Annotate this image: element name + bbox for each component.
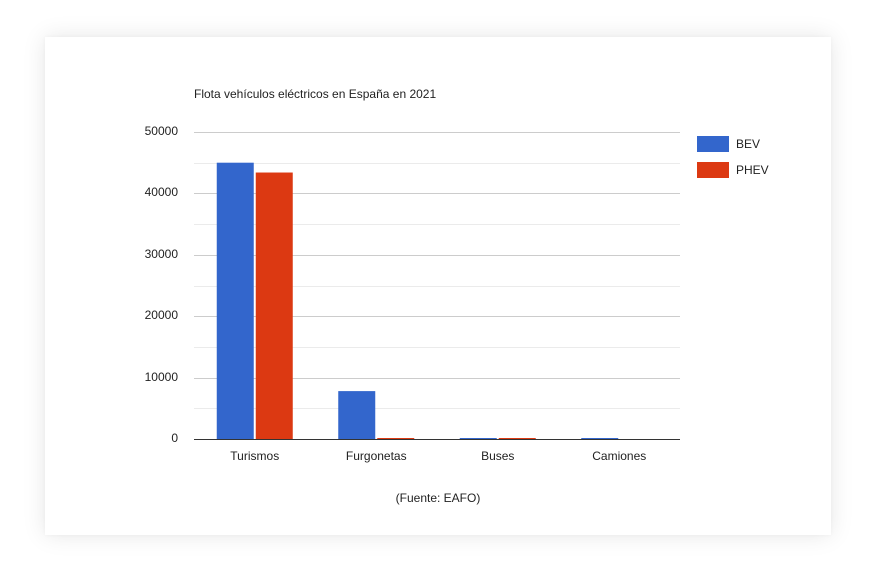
legend-label-phev: PHEV <box>736 163 769 177</box>
bar-phev-furgonetas <box>377 438 415 439</box>
bar-bev-buses <box>459 438 497 439</box>
x-tick-label: Furgonetas <box>345 449 407 463</box>
legend-label-bev: BEV <box>736 137 761 151</box>
bar-phev-buses <box>498 438 536 439</box>
y-tick-label: 0 <box>171 431 178 445</box>
bar-bev-turismos <box>216 162 254 439</box>
chart-card: Flota vehículos eléctricos en España en … <box>45 37 831 535</box>
bar-bev-camiones <box>581 438 619 439</box>
y-tick-label: 50000 <box>144 124 178 138</box>
legend-swatch-phev <box>697 162 729 178</box>
bar-phev-turismos <box>255 172 293 440</box>
y-tick-label: 30000 <box>144 246 178 261</box>
y-tick-label: 20000 <box>144 308 178 323</box>
y-tick-label: 10000 <box>144 369 178 384</box>
x-tick-label: Camiones <box>592 449 647 463</box>
legend-item-bev: BEV <box>697 131 769 157</box>
x-tick-label: Turismos <box>230 449 280 463</box>
x-tick-label: Buses <box>481 449 515 463</box>
chart-legend: BEV PHEV <box>697 131 769 183</box>
legend-swatch-bev <box>697 136 729 152</box>
y-tick-label: 40000 <box>144 185 178 200</box>
legend-item-phev: PHEV <box>697 157 769 183</box>
source-caption: (Fuente: EAFO) <box>395 491 481 505</box>
chart-title: Flota vehículos eléctricos en España en … <box>194 87 437 101</box>
bar-bev-furgonetas <box>338 391 376 439</box>
chart-plot <box>194 132 680 440</box>
